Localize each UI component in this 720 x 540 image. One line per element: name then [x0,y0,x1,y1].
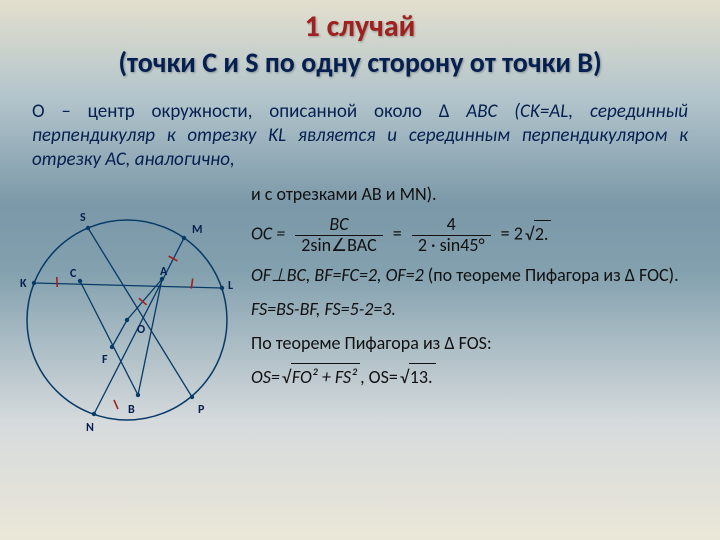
oc-num1: BC [329,213,348,235]
eq-line3: OF⊥BC, BF=FC=2, OF=2 (по теореме Пифагор… [251,262,712,290]
svg-text:B: B [128,403,135,417]
l6-rad1: FO² + FS² [291,363,360,392]
eq-oc: OC = BC 2sin∠BAC = 4 2 · sin45° = 2 2. [251,215,712,256]
svg-text:K: K [20,277,27,291]
svg-text:F: F [102,353,108,367]
l4: FS=BS-BF, FS=5-2=3. [251,298,396,320]
l6a: OS= [251,366,280,388]
oc-rad: 2. [534,220,552,249]
intro-g: , аналогично, [126,148,235,171]
intro-paragraph: О – центр окружности, описанной около Δ … [0,92,720,181]
intro-b: ABC (CK=AL, [466,100,573,123]
svg-text:P: P [198,403,205,417]
svg-text:S: S [80,211,86,225]
svg-text:O: O [137,323,145,337]
l3b: (по теореме Пифагора из Δ FOC). [424,264,679,286]
intro-f: AC [105,148,125,171]
svg-text:C: C [70,267,77,281]
title-sub: (точки C и S по одну сторону от точки B) [20,45,700,80]
l6r1: FO² + FS² [292,366,357,388]
eq-line5: По теореме Пифагора из Δ FOS: [251,330,712,358]
intro-a: О – центр окружности, описанной около Δ [32,100,466,123]
l6-rad2: 13. [409,363,436,392]
svg-text:M: M [192,223,203,237]
eq-line6: OS= FO² + FS², OS= 13. [251,363,712,392]
oc-eq2: = 2 [501,223,523,245]
oc-den2: 2 · sin45° [412,236,491,256]
title-main: 1 случай [20,8,700,45]
svg-text:A: A [160,265,168,279]
svg-text:L: L [228,279,233,293]
eq-line4: FS=BS-BF, FS=5-2=3. [251,296,712,324]
l6b: , OS= [360,366,398,388]
oc-eq1: = [393,223,402,245]
oc-den1: 2sin∠BAC [295,236,382,256]
eq-line1: и с отрезками AB и MN). [251,181,712,209]
equations: и с отрезками AB и MN). OC = BC 2sin∠BAC… [247,181,712,445]
l3a: OF⊥BC, BF=FC=2, OF=2 [251,264,424,286]
geometry-diagram: S M K C A L O F B N P [12,185,247,445]
oc-num2: 4 [412,215,491,236]
intro-d: KL [268,124,286,147]
oc-lhs: OC = [251,223,285,245]
svg-text:N: N [86,421,94,435]
